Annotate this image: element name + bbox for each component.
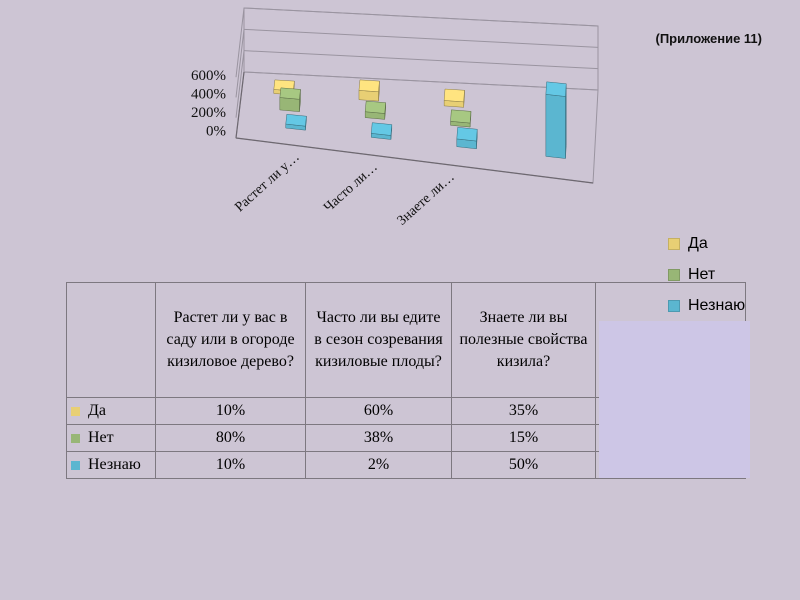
legend-swatch-da xyxy=(668,237,680,250)
bar-Да-3 xyxy=(443,88,465,108)
bar-Незнаю-2 xyxy=(371,122,393,140)
y-tick-label: 0% xyxy=(206,124,226,140)
row-label-text: Незнаю xyxy=(88,456,141,473)
legend-label-net: Нет xyxy=(688,265,716,283)
bar-Да-2 xyxy=(358,79,380,102)
table-cell: 10% xyxy=(155,397,306,425)
row-label-text: Да xyxy=(88,402,107,419)
chart-back-wall xyxy=(243,7,599,91)
x-axis-line xyxy=(235,137,594,184)
y-axis: 600% 400% 200% 0% xyxy=(191,68,226,140)
bar-Нет-2 xyxy=(364,100,386,120)
x-tick-label: Растет ли у… xyxy=(232,150,302,215)
bar-Нет-3 xyxy=(450,109,472,128)
bar-Незнаю-4 xyxy=(545,81,567,159)
row-label-net: Нет xyxy=(66,424,156,452)
y-axis-line xyxy=(235,71,245,139)
legend-swatch-net xyxy=(668,268,680,281)
gridline xyxy=(243,7,599,27)
legend-item-da: Да xyxy=(668,228,745,259)
row-swatch xyxy=(71,433,80,443)
row-label-da: Да xyxy=(66,397,156,425)
bar-Незнаю-1 xyxy=(285,114,307,131)
x-tick-label: Часто ли… xyxy=(321,160,380,216)
bars xyxy=(273,79,567,159)
bar-Нет-1 xyxy=(279,87,301,112)
gridline xyxy=(243,28,599,48)
row-label-neznayu: Незнаю xyxy=(66,451,156,479)
table-cell: 50% xyxy=(451,451,596,479)
table-cell: 80% xyxy=(155,424,306,452)
table-cell: 35% xyxy=(451,397,596,425)
table-header-q2: Часто ли вы едите в сезон созревания киз… xyxy=(305,282,452,398)
table-cell: 38% xyxy=(305,424,452,452)
bar-Незнаю-3 xyxy=(456,127,478,150)
table-header-q1: Растет ли у вас в саду или в огороде киз… xyxy=(155,282,306,398)
legend-label-da: Да xyxy=(688,234,708,252)
table-cell: 2% xyxy=(305,451,452,479)
legend-item-net: Нет xyxy=(668,259,745,290)
gridline xyxy=(243,50,599,70)
table-cell: 10% xyxy=(155,451,306,479)
y-tick-label: 200% xyxy=(191,105,226,121)
hidden-column-overlay xyxy=(599,321,750,478)
gridline xyxy=(235,7,245,78)
gridline xyxy=(235,29,245,98)
gridline xyxy=(235,50,245,118)
table-header-corner xyxy=(66,282,156,398)
table-cell: 60% xyxy=(305,397,452,425)
table-header-q3: Знаете ли вы полезные свойства кизила? xyxy=(451,282,596,398)
plot-area xyxy=(235,7,599,184)
y-tick-label: 400% xyxy=(191,87,226,103)
row-swatch xyxy=(71,460,80,470)
table-cell: 15% xyxy=(451,424,596,452)
x-tick-label: Знаете ли… xyxy=(395,170,458,229)
row-label-text: Нет xyxy=(88,429,114,446)
y-tick-label: 600% xyxy=(191,68,226,84)
appendix-label: (Приложение 11) xyxy=(655,31,763,46)
row-swatch xyxy=(71,406,80,416)
